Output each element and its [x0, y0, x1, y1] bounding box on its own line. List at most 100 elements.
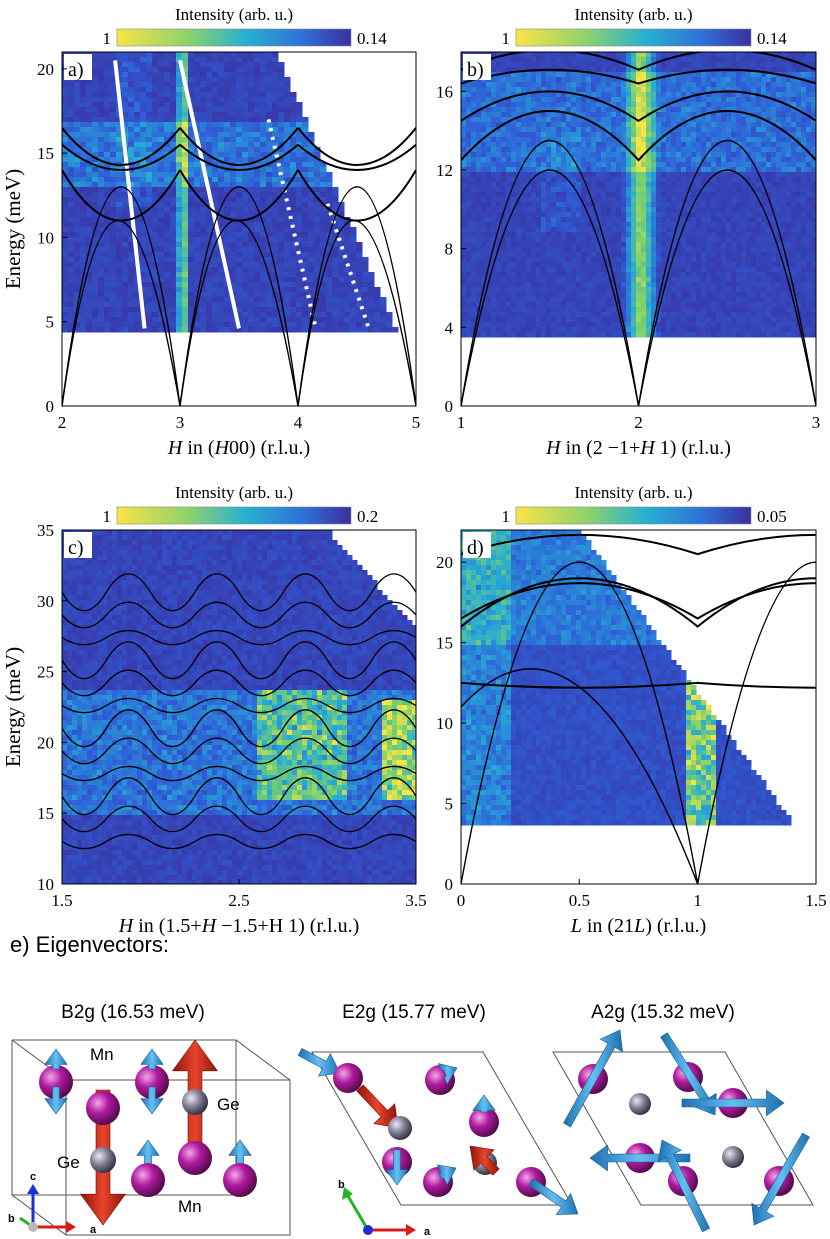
red-arrow: [469, 1145, 500, 1176]
axis-b-line-2: [346, 1195, 370, 1231]
label-ge-left: Ge: [57, 1153, 80, 1172]
y-tick-label: 12: [436, 161, 453, 180]
x-tick-label: 1: [457, 413, 466, 432]
y-tick-label: 16: [436, 82, 453, 101]
y-tick-label: 15: [37, 144, 54, 163]
ge-atom: [722, 1146, 744, 1168]
panel-c-plot: [62, 530, 416, 884]
axis-b-head-2: [342, 1187, 353, 1200]
panel-a-xlabel: H in (H00) (r.l.u.): [167, 437, 310, 459]
panel-c-xlabel: H in (1.5+H −1.5+H 1) (r.l.u.): [118, 915, 360, 937]
panel-a-colorbar: [116, 28, 352, 47]
x-tick-label: 2.5: [228, 891, 249, 910]
y-tick-label: 0: [445, 875, 454, 894]
mn-atom: [39, 1065, 73, 1099]
axis-b-label-2: b: [338, 1179, 345, 1191]
y-tick-label: 10: [37, 228, 54, 247]
panel-c-colorbar: [116, 506, 352, 525]
x-tick-label: 3: [176, 413, 185, 432]
ge-atom: [388, 1116, 412, 1140]
mn-atom: [86, 1091, 120, 1125]
axis-c-label: c: [30, 1171, 36, 1183]
panel-a-frame: [61, 51, 417, 407]
x-tick-label: 1.5: [51, 891, 72, 910]
y-tick-label: 35: [37, 521, 54, 540]
x-tick-label: 1: [693, 891, 702, 910]
blue-arrow: [44, 1048, 68, 1070]
y-tick-label: 20: [37, 60, 54, 79]
mode-title-2: A2g (15.32 meV): [591, 1002, 735, 1023]
y-tick-label: 4: [445, 318, 454, 337]
panel-d-frame: [460, 529, 817, 885]
blue-arrow: [563, 1029, 623, 1128]
label-mn-bottom: Mn: [178, 1197, 202, 1216]
y-tick-label: 0: [46, 397, 55, 416]
ge-atom: [90, 1147, 116, 1173]
mode-title-0: B2g (16.53 meV): [61, 1002, 205, 1023]
mn-atom: [469, 1107, 499, 1137]
ge-atom: [182, 1089, 208, 1115]
panel-a-colorbar-title: Intensity (arb. u.): [175, 5, 293, 24]
mn-atom: [135, 1065, 169, 1099]
panel-b-colorbar-max: 0.14: [757, 29, 787, 48]
blue-arrow: [140, 1086, 164, 1115]
panel-b-label-bg: [463, 54, 491, 80]
red-arrow: [356, 1084, 399, 1129]
eigen-title: e) Eigenvectors:: [10, 932, 169, 957]
blue-arrow: [140, 1048, 164, 1070]
panel-c-ylabel: Energy (meV): [1, 647, 25, 767]
axis-b-label: b: [8, 1213, 15, 1225]
y-tick-label: 15: [37, 804, 54, 823]
panel-c-label-bg: [64, 532, 92, 558]
axis-c-head: [27, 1184, 39, 1194]
blue-arrow: [751, 1132, 810, 1226]
y-tick-label: 20: [436, 553, 453, 572]
mode-title-1: E2g (15.77 meV): [342, 1002, 486, 1023]
axis-origin-2: [363, 1225, 373, 1235]
panel-c-colorbar-max: 0.2: [357, 507, 378, 526]
panel-d-xlabel: L in (21L) (r.l.u.): [570, 915, 707, 937]
mn-atom: [178, 1141, 212, 1175]
ge-atom: [629, 1093, 651, 1115]
x-tick-label: 5: [412, 413, 421, 432]
y-tick-label: 5: [46, 313, 55, 332]
panel-d-colorbar-max: 0.05: [757, 507, 787, 526]
panel-d-label: d): [467, 537, 484, 559]
blue-arrow: [528, 1178, 579, 1215]
x-tick-label: 0.5: [569, 891, 590, 910]
blue-arrow: [681, 1089, 785, 1117]
mn-atom: [333, 1063, 363, 1093]
y-tick-label: 5: [445, 795, 454, 814]
axis-origin: [28, 1222, 38, 1232]
blue-arrow: [297, 1048, 341, 1077]
panel-d-label-bg: [463, 532, 491, 558]
axis-a-label-2: a: [424, 1226, 431, 1238]
panel-b-label: b): [467, 59, 484, 81]
panel-b-colorbar-title: Intensity (arb. u.): [574, 5, 692, 24]
panel-a-plot: [62, 52, 416, 406]
x-tick-label: 0: [457, 891, 466, 910]
y-tick-label: 30: [37, 592, 54, 611]
panel-d-colorbar: [515, 506, 752, 525]
y-tick-label: 10: [37, 875, 54, 894]
x-tick-label: 4: [294, 413, 303, 432]
panel-b-colorbar: [515, 28, 752, 47]
y-tick-label: 20: [37, 733, 54, 752]
x-tick-label: 3.5: [405, 891, 426, 910]
panel-c-label: c): [68, 537, 84, 559]
y-tick-label: 0: [445, 397, 454, 416]
mn-atom: [131, 1163, 165, 1197]
y-tick-label: 8: [445, 240, 454, 259]
blue-arrow: [437, 1063, 458, 1085]
blue-arrow: [657, 1139, 710, 1233]
panel-c-colorbar-min: 1: [103, 507, 112, 526]
axis-a-label: a: [90, 1224, 97, 1236]
panel-b-xlabel: H in (2 −1+H 1) (r.l.u.): [545, 437, 731, 459]
mn-atom: [223, 1163, 257, 1197]
x-tick-label: 3: [812, 413, 821, 432]
label-mn-top: Mn: [90, 1045, 114, 1064]
axis-a-head: [66, 1221, 76, 1233]
panel-d-plot: [461, 530, 816, 884]
panel-a-ylabel: Energy (meV): [1, 169, 25, 289]
panel-a-colorbar-max: 0.14: [357, 29, 387, 48]
